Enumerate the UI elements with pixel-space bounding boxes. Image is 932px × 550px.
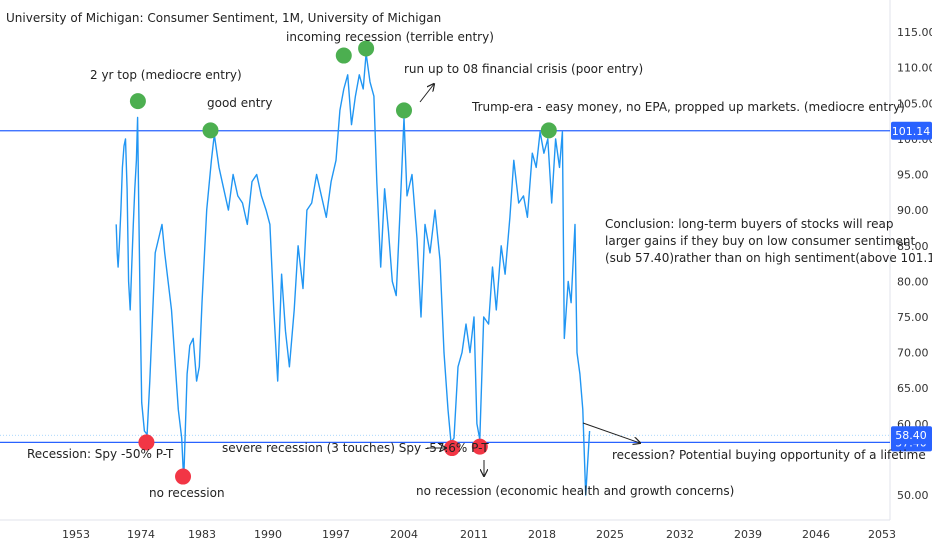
arrow-buying-opportunity — [582, 422, 640, 443]
annotation-2yr-top: 2 yr top (mediocre entry) — [90, 68, 242, 82]
green-entry-marker — [335, 47, 352, 64]
x-tick-label: 2053 — [868, 528, 896, 541]
x-tick-label: 1997 — [322, 528, 350, 541]
annotation-good-entry: good entry — [207, 96, 272, 110]
y-tick-label: 115.00 — [897, 26, 932, 39]
y-tick-label: 65.00 — [897, 382, 929, 395]
red-entry-marker — [444, 440, 460, 457]
y-tick-label: 80.00 — [897, 275, 929, 288]
y-tick-label: 95.00 — [897, 169, 929, 182]
red-entry-marker — [471, 438, 488, 455]
green-entry-marker — [202, 122, 219, 139]
annotation-conclusion-line-2: larger gains if they buy on low consumer… — [605, 234, 916, 248]
y-tick-label: 85.00 — [897, 240, 929, 253]
arrow-run-up-08 — [419, 84, 434, 103]
horizontal-levels — [0, 130, 890, 443]
price-label-text: 58.40 — [895, 429, 927, 442]
x-tick-label: 2025 — [596, 528, 624, 541]
green-entry-marker — [396, 102, 412, 119]
price-labels: 101.1457.4058.40 — [891, 121, 932, 452]
y-tick-label: 110.00 — [897, 62, 932, 75]
red-entry-marker — [175, 468, 192, 485]
green-entry-marker — [129, 93, 146, 110]
chart-title: University of Michigan: Consumer Sentime… — [6, 11, 441, 25]
red-entry-marker — [138, 434, 155, 451]
x-tick-label: 2004 — [390, 528, 418, 541]
y-tick-label: 75.00 — [897, 311, 929, 324]
y-tick-label: 105.00 — [897, 97, 932, 110]
x-tick-label: 2011 — [460, 528, 488, 541]
y-tick-label: 90.00 — [897, 204, 929, 217]
annotation-no-recession-1980: no recession — [149, 486, 225, 500]
annotation-incoming-recession: incoming recession (terrible entry) — [286, 30, 494, 44]
x-axis: 1953 1974 1983 1990 1997 2004 2011 2018 2025 2032… — [62, 528, 896, 541]
x-tick-label: 1990 — [254, 528, 282, 541]
annotation-no-recession-2011: no recession (economic health and growth… — [416, 484, 734, 498]
entry-markers — [129, 40, 557, 485]
x-tick-label: 2032 — [666, 528, 694, 541]
annotation-recession-spy-50: Recession: Spy -50% P-T — [27, 447, 174, 461]
annotation-buying-opportunity: recession? Potential buying opportunity … — [612, 448, 926, 462]
green-entry-marker — [358, 40, 375, 57]
annotation-conclusion-line-1: Conclusion: long-term buyers of stocks w… — [605, 217, 893, 231]
x-tick-label: 1974 — [127, 528, 155, 541]
annotation-trump-era: Trump-era - easy money, no EPA, propped … — [471, 100, 905, 114]
x-tick-label: 2046 — [802, 528, 830, 541]
annotation-severe-recession: severe recession (3 touches) Spy -57.6% … — [222, 441, 489, 455]
x-tick-label: 2039 — [734, 528, 762, 541]
x-tick-label: 2018 — [528, 528, 556, 541]
x-tick-label: 1983 — [188, 528, 216, 541]
series-line-consumer-sentiment — [115, 52, 591, 496]
green-entry-marker — [540, 122, 557, 139]
price-label-text: 101.14 — [892, 125, 931, 138]
y-tick-label: 70.00 — [897, 347, 929, 360]
price-label-box — [891, 426, 932, 445]
x-tick-label: 1953 — [62, 528, 90, 541]
annotation-run-up-08: run up to 08 financial crisis (poor entr… — [404, 62, 643, 76]
y-tick-label: 50.00 — [897, 489, 929, 502]
price-label-box — [891, 121, 932, 140]
annotation-conclusion-line-3: (sub 57.40)rather than on high sentiment… — [605, 251, 932, 265]
